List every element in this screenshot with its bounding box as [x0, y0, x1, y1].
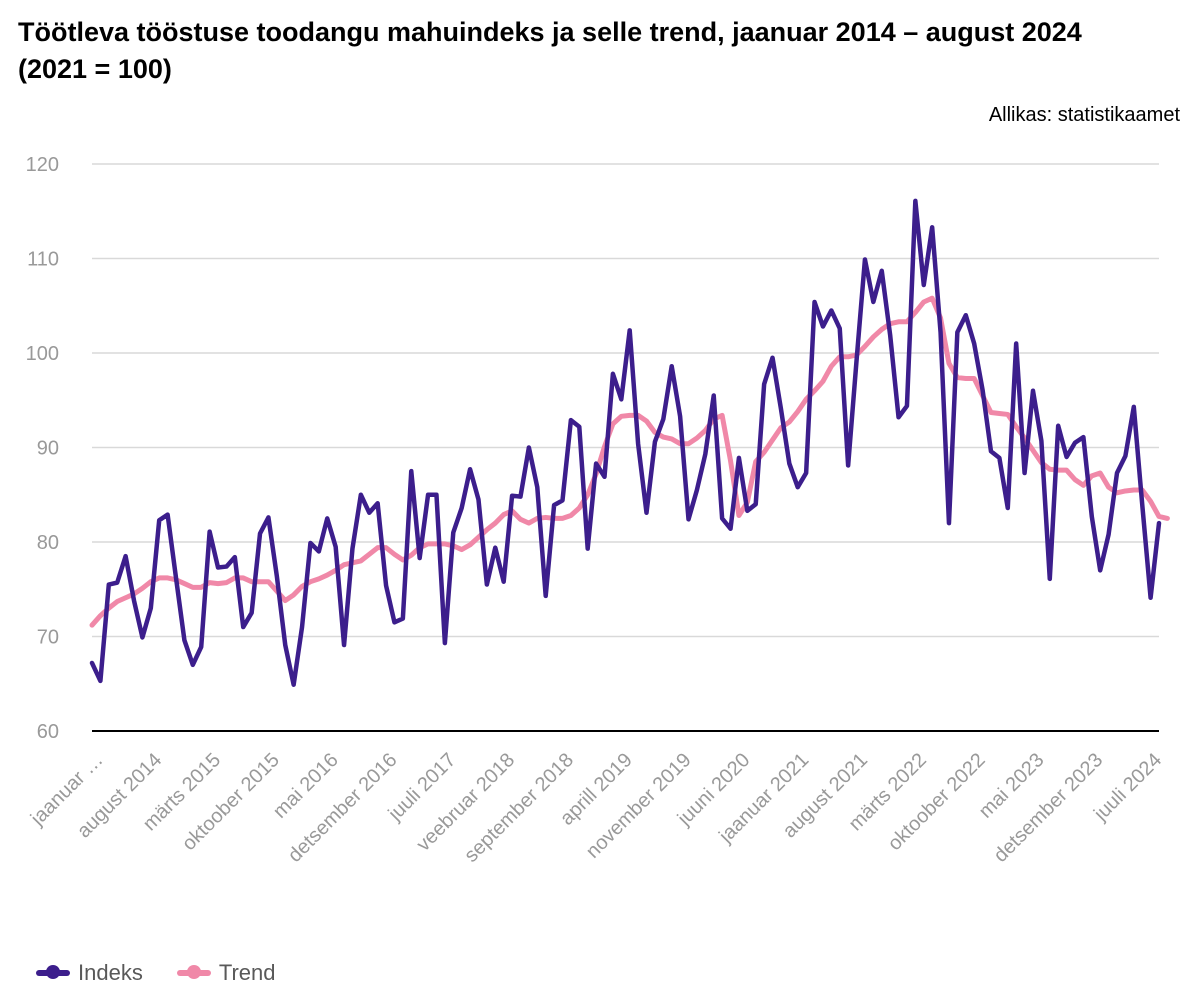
legend-label-index: Indeks — [78, 960, 143, 985]
y-tick-label: 70 — [37, 627, 59, 649]
legend-label-trend: Trend — [218, 960, 276, 985]
legend-marker-index — [36, 965, 70, 979]
chart-title: Töötleva tööstuse toodangu mahuindeks ja… — [18, 17, 1082, 84]
legend-item-trend[interactable]: Trend — [176, 960, 276, 986]
y-tick-label: 110 — [27, 249, 59, 271]
x-tick-label: detsember 2016 — [284, 749, 402, 867]
x-tick-label: november 2019 — [582, 749, 696, 863]
legend-item-index[interactable]: Indeks — [36, 960, 143, 986]
y-tick-label: 100 — [26, 343, 59, 365]
series-line-trend — [89, 295, 1170, 628]
y-tick-label: 90 — [37, 438, 59, 460]
y-tick-label: 120 — [26, 154, 59, 176]
legend-marker-trend — [176, 965, 211, 979]
chart-legend: Indeks Trend — [36, 958, 309, 988]
x-tick-label: september 2018 — [460, 749, 578, 867]
series-line-indeks — [89, 198, 1162, 687]
x-tick-label: detsember 2023 — [990, 749, 1108, 867]
y-tick-label: 80 — [37, 532, 59, 554]
source-note: Allikas: statistikaamet — [988, 104, 1180, 126]
y-tick-label: 60 — [37, 721, 59, 743]
